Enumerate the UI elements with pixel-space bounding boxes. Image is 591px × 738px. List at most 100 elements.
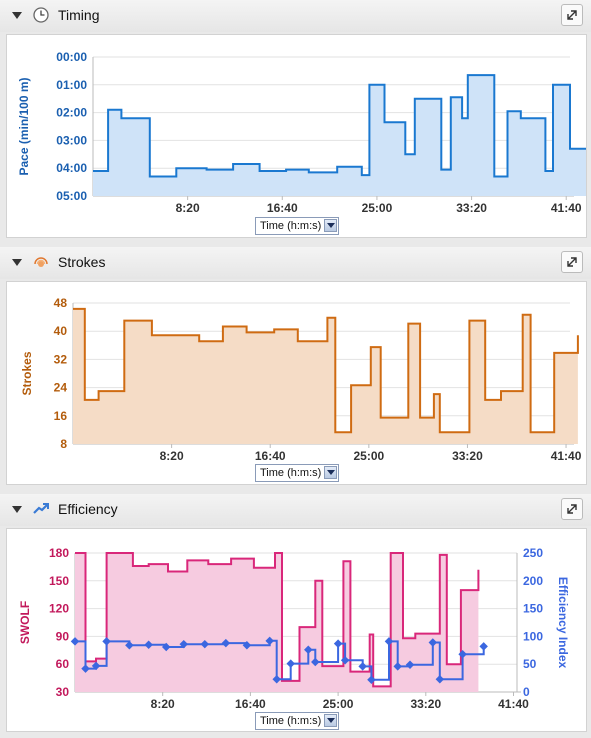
strokes-panel-header: Strokes	[0, 247, 591, 279]
chevron-down-icon	[324, 466, 337, 479]
y-tick-label: 30	[56, 685, 70, 699]
swolf-area	[75, 553, 479, 692]
chevron-down-icon	[324, 714, 337, 727]
strokes-area	[73, 308, 578, 444]
data-point-marker	[333, 639, 343, 648]
y-tick-label: 03:00	[56, 133, 87, 147]
data-point-marker	[311, 657, 320, 667]
strokes-title: Strokes	[58, 254, 106, 270]
y-tick-label: 01:00	[56, 78, 87, 92]
strokes-line	[73, 307, 579, 434]
expand-timing-icon[interactable]	[561, 4, 583, 26]
strokes-xaxis-select[interactable]: Time (h:m:s)	[255, 464, 339, 482]
x-tick-label: 16:40	[235, 697, 266, 711]
x-tick-label: 33:20	[452, 449, 483, 463]
x-tick-label: 41:40	[498, 697, 529, 711]
efficiency-panel-header: Efficiency	[0, 494, 591, 526]
data-point-marker	[200, 639, 210, 649]
x-tick-label: 25:00	[353, 449, 384, 463]
y-axis-label-left: SWOLF	[18, 601, 32, 644]
collapse-triangle-icon[interactable]	[12, 12, 22, 19]
data-point-marker	[242, 641, 252, 650]
data-point-marker	[125, 641, 134, 650]
data-point-marker	[405, 660, 415, 669]
y-tick-label: 32	[54, 352, 68, 366]
data-point-marker	[367, 675, 376, 685]
y-tick-label: 00:00	[56, 50, 87, 64]
x-tick-label: 41:40	[551, 449, 582, 463]
x-tick-label: 16:40	[255, 449, 286, 463]
data-point-marker	[272, 674, 281, 684]
y-right-tick-label: 100	[523, 629, 543, 643]
y-tick-label: 02:00	[56, 106, 87, 120]
trend-arrow-icon	[33, 503, 49, 514]
x-tick-label: 8:20	[151, 697, 175, 711]
pace-area	[93, 75, 591, 196]
collapse-triangle-icon[interactable]	[12, 506, 22, 513]
data-point-marker	[458, 649, 467, 659]
data-point-marker	[393, 662, 402, 671]
x-tick-label: 8:20	[160, 449, 184, 463]
y-right-tick-label: 150	[523, 602, 543, 616]
y-tick-label: 180	[49, 546, 69, 560]
efficiency-xaxis-select[interactable]: Time (h:m:s)	[255, 712, 339, 730]
timing-chart-area: 00:00 01:00 02:00 03:00 04:00 05:00 8:20 16:40 2…	[6, 34, 591, 238]
y-tick-label: 04:00	[56, 161, 87, 175]
pace-line	[93, 74, 591, 178]
y-tick-label: 40	[54, 324, 68, 338]
expand-strokes-icon[interactable]	[561, 251, 583, 273]
data-point-marker	[286, 659, 295, 668]
y-axis-label-right: Efficiency Index	[556, 577, 570, 669]
y-tick-label: 16	[54, 409, 68, 423]
y-tick-label: 8	[60, 437, 67, 451]
timing-chart: 00:00 01:00 02:00 03:00 04:00 05:00 8:20 16:40 2…	[17, 50, 591, 215]
expand-efficiency-icon[interactable]	[561, 498, 583, 520]
efficiency-chart: 180 150 120 90 60 30 8:20 16:40 25:00 33:20 41:40 2…	[18, 546, 570, 711]
timing-xaxis-select[interactable]: Time (h:m:s)	[255, 217, 339, 235]
efficiency-xaxis-select-label: Time (h:m:s)	[260, 715, 322, 727]
efficiency-title: Efficiency	[58, 501, 118, 517]
y-tick-label: 05:00	[56, 189, 87, 203]
data-point-marker	[340, 656, 350, 665]
data-point-marker	[479, 642, 488, 651]
strokes-chart-area: 48 40 32 24 16 8 8:20 16:40 25:00 33:20 41:40 Strok…	[6, 281, 587, 485]
y-tick-label: 90	[56, 629, 70, 643]
clock-icon	[33, 7, 49, 23]
y-right-tick-label: 50	[523, 657, 537, 671]
y-axis-label: Strokes	[20, 351, 34, 395]
y-tick-label: 150	[49, 574, 69, 588]
timing-xaxis-select-label: Time (h:m:s)	[260, 220, 322, 232]
y-tick-label: 60	[56, 657, 70, 671]
data-point-marker	[81, 664, 90, 673]
y-right-tick-label: 250	[523, 546, 543, 560]
y-right-tick-label: 200	[523, 574, 543, 588]
data-point-marker	[91, 661, 101, 671]
data-point-marker	[221, 638, 231, 648]
strokes-chart: 48 40 32 24 16 8 8:20 16:40 25:00 33:20 41:40 Strok…	[20, 296, 582, 463]
x-tick-label: 33:20	[410, 697, 441, 711]
x-tick-label: 8:20	[176, 201, 200, 215]
x-tick-label: 25:00	[362, 201, 393, 215]
data-point-marker	[179, 639, 188, 649]
y-tick-label: 48	[54, 296, 68, 310]
collapse-triangle-icon[interactable]	[12, 259, 22, 266]
y-axis-label: Pace (min/100 m)	[17, 77, 31, 175]
data-point-marker	[265, 636, 274, 646]
y-right-tick-label: 0	[523, 685, 530, 699]
timing-panel-header: Timing	[0, 0, 591, 32]
chevron-down-icon	[324, 219, 337, 232]
swolf-line	[75, 552, 480, 688]
x-tick-label: 41:40	[551, 201, 582, 215]
data-point-marker	[304, 645, 313, 654]
data-point-marker	[435, 674, 445, 684]
y-tick-label: 120	[49, 602, 69, 616]
x-tick-label: 33:20	[456, 201, 487, 215]
x-tick-label: 25:00	[323, 697, 354, 711]
strokes-xaxis-select-label: Time (h:m:s)	[260, 467, 322, 479]
strokes-icon	[34, 257, 48, 267]
efficiency-chart-area: 180 150 120 90 60 30 8:20 16:40 25:00 33:20 41:40 2…	[6, 528, 587, 732]
y-tick-label: 24	[54, 381, 68, 395]
data-point-marker	[358, 662, 367, 671]
timing-title: Timing	[58, 7, 100, 23]
x-tick-label: 16:40	[267, 201, 298, 215]
